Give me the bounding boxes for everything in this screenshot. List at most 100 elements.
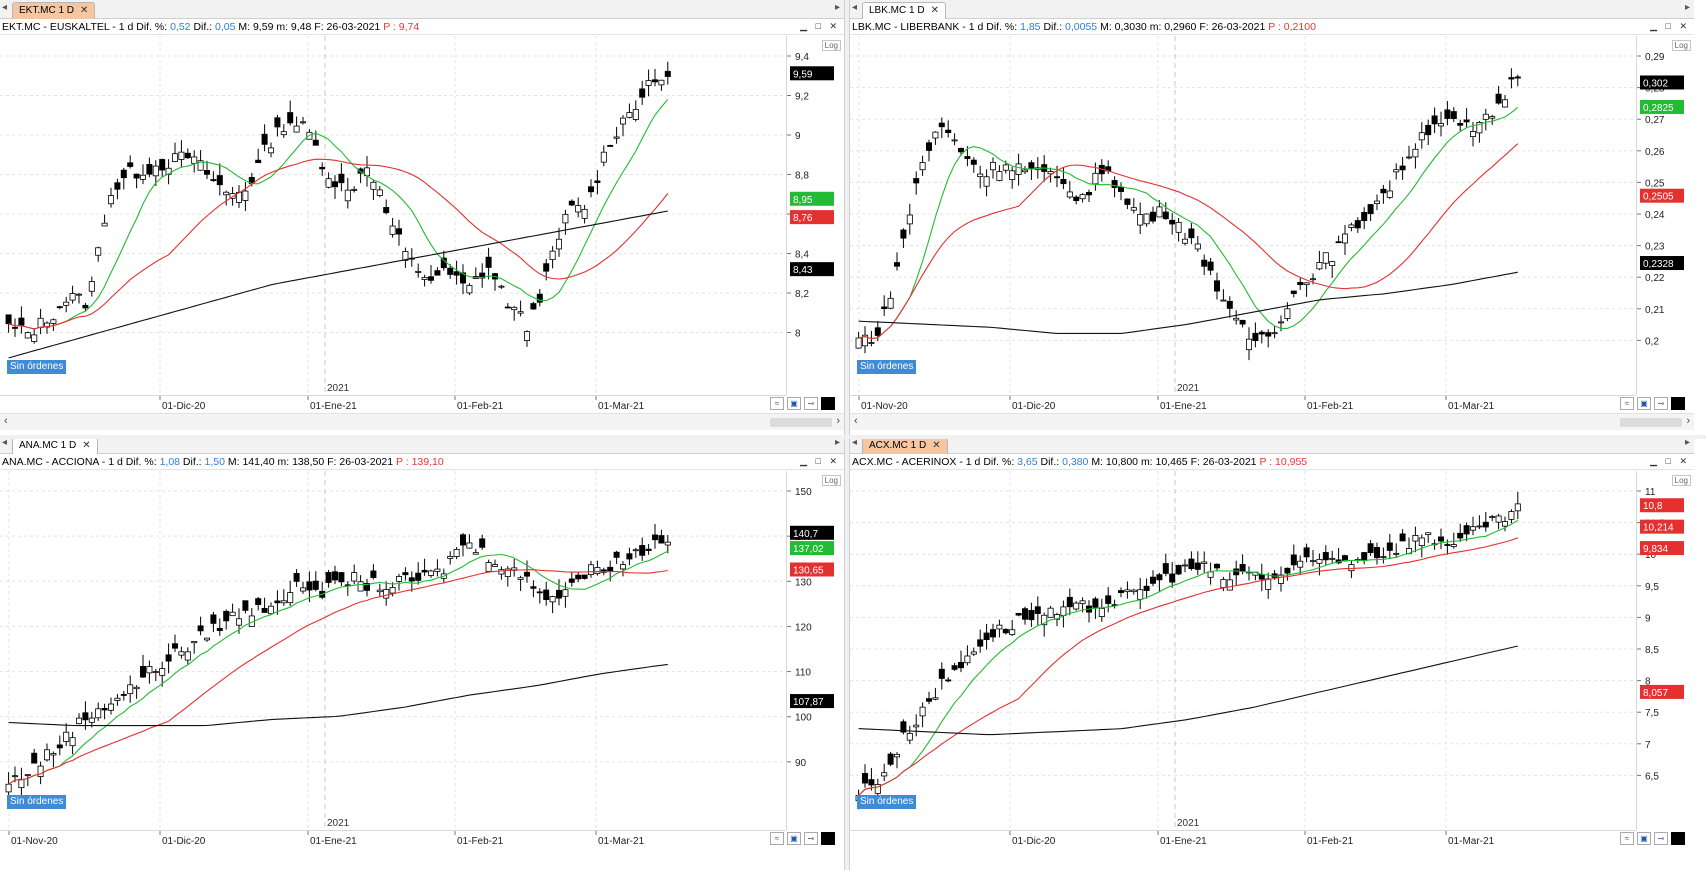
candle-bearish bbox=[1002, 628, 1009, 634]
tab-scroll-left-icon[interactable]: ◂ bbox=[852, 2, 858, 13]
price-scale[interactable]: 15014013012011010090140,7137,02130,65107… bbox=[786, 471, 844, 830]
candle-bearish bbox=[588, 186, 595, 193]
dif-label: Dif.: bbox=[1043, 21, 1063, 33]
candle-bearish bbox=[639, 88, 646, 98]
pin-icon[interactable]: ⊸ bbox=[1654, 397, 1668, 410]
fast-moving-average bbox=[8, 98, 669, 330]
window-controls-icon[interactable]: ▁ □ ✕ bbox=[800, 456, 840, 466]
tab-scroll-right-icon[interactable]: ▸ bbox=[1684, 2, 1690, 13]
candle-bearish bbox=[1290, 554, 1297, 566]
price-scale[interactable]: 9,49,298,88,68,48,289,598,958,768,43 Log bbox=[786, 36, 844, 395]
price-tag-box bbox=[1640, 99, 1684, 114]
slow-moving-average bbox=[858, 645, 1518, 736]
horizontal-scrollbar[interactable]: ‹ › bbox=[850, 413, 1694, 430]
price-plot[interactable]: 2021 bbox=[850, 36, 1636, 395]
pin-icon[interactable]: ⊸ bbox=[1654, 832, 1668, 845]
price-tag-label: 0,302 bbox=[1643, 78, 1668, 89]
dif-label: Dif.: bbox=[193, 21, 213, 33]
close-tab-icon[interactable]: ✕ bbox=[930, 5, 939, 16]
candle-bearish bbox=[1092, 598, 1099, 608]
candle-bullish bbox=[1277, 321, 1284, 324]
candle-bullish bbox=[1489, 116, 1496, 119]
candle-bearish bbox=[1258, 331, 1265, 335]
close-tab-icon[interactable]: ✕ bbox=[82, 440, 91, 451]
candle-bullish bbox=[229, 611, 236, 617]
tab-scroll-right-icon[interactable]: ▸ bbox=[1684, 437, 1690, 448]
candle-bullish bbox=[395, 576, 402, 582]
quote-date: F: 26-03-2021 bbox=[1199, 21, 1266, 33]
candle-bearish bbox=[1156, 574, 1163, 581]
chart-type-icon[interactable]: ≈ bbox=[770, 397, 784, 410]
save-icon[interactable]: ▣ bbox=[1637, 397, 1651, 410]
tab-ekt[interactable]: EKT.MC 1 D ✕ bbox=[12, 2, 96, 19]
candle-bearish bbox=[1354, 220, 1361, 229]
scroll-left-icon[interactable]: ‹ bbox=[4, 415, 8, 427]
tab-scroll-left-icon[interactable]: ◂ bbox=[2, 2, 8, 13]
candle-bearish bbox=[594, 180, 601, 183]
tab-ana[interactable]: ANA.MC 1 D ✕ bbox=[12, 437, 98, 454]
window-controls-icon[interactable]: ▁ □ ✕ bbox=[800, 21, 840, 31]
save-icon[interactable]: ▣ bbox=[1637, 832, 1651, 845]
candle-bullish bbox=[1489, 516, 1496, 518]
log-scale-button[interactable]: Log bbox=[821, 40, 841, 51]
tab-lbk[interactable]: LBK.MC 1 D ✕ bbox=[862, 2, 946, 19]
candle-bearish bbox=[159, 159, 166, 171]
scroll-left-icon[interactable]: ‹ bbox=[854, 415, 858, 427]
chart-type-icon[interactable]: ≈ bbox=[1620, 832, 1634, 845]
price-scale[interactable]: 0,290,280,270,260,250,240,230,220,210,20… bbox=[1636, 36, 1694, 395]
scroll-thumb[interactable] bbox=[770, 418, 832, 427]
candle-bullish bbox=[50, 319, 57, 324]
tab-scroll-left-icon[interactable]: ◂ bbox=[2, 437, 8, 448]
price-plot[interactable]: 2021 bbox=[0, 36, 786, 395]
candle-bullish bbox=[874, 784, 881, 794]
candle-bullish bbox=[504, 568, 511, 578]
log-scale-button[interactable]: Log bbox=[821, 475, 841, 486]
candle-bullish bbox=[152, 165, 159, 177]
candle-bullish bbox=[184, 651, 191, 661]
candle-bearish bbox=[1028, 610, 1035, 621]
pct-change: 0,52 bbox=[170, 21, 191, 33]
chart-tools: ≈ ▣ ⊸ bbox=[770, 397, 835, 410]
price-scale[interactable]: 1110,5109,598,587,576,510,810,2149,8348,… bbox=[1636, 471, 1694, 830]
tab-scroll-right-icon[interactable]: ▸ bbox=[834, 437, 840, 448]
candle-bullish bbox=[5, 783, 12, 793]
chart-type-icon[interactable]: ≈ bbox=[770, 832, 784, 845]
close-tab-icon[interactable]: ✕ bbox=[932, 440, 941, 451]
color-picker-icon[interactable] bbox=[1671, 832, 1685, 845]
window-controls-icon[interactable]: ▁ □ ✕ bbox=[1650, 21, 1690, 31]
price-plot[interactable]: 2021 bbox=[850, 471, 1636, 830]
pin-icon[interactable]: ⊸ bbox=[804, 397, 818, 410]
tab-acx[interactable]: ACX.MC 1 D ✕ bbox=[862, 437, 948, 454]
log-scale-button[interactable]: Log bbox=[1671, 475, 1691, 486]
candle-bearish bbox=[945, 679, 952, 682]
tab-scroll-left-icon[interactable]: ◂ bbox=[852, 437, 858, 448]
save-icon[interactable]: ▣ bbox=[787, 397, 801, 410]
tab-scroll-right-icon[interactable]: ▸ bbox=[834, 2, 840, 13]
chart-type-icon[interactable]: ≈ bbox=[1620, 397, 1634, 410]
candle-bearish bbox=[421, 569, 428, 573]
close-tab-icon[interactable]: ✕ bbox=[80, 5, 89, 16]
candle-bullish bbox=[906, 733, 913, 741]
horizontal-scrollbar[interactable]: ‹ › bbox=[0, 413, 844, 430]
candle-bearish bbox=[1239, 563, 1246, 572]
candle-bearish bbox=[938, 122, 945, 128]
candle-bearish bbox=[868, 779, 875, 786]
candle-bearish bbox=[575, 574, 582, 580]
price-plot[interactable]: 2021 bbox=[0, 471, 786, 830]
scroll-thumb[interactable] bbox=[1620, 418, 1682, 427]
save-icon[interactable]: ▣ bbox=[787, 832, 801, 845]
candle-bullish bbox=[1124, 589, 1131, 593]
color-picker-icon[interactable] bbox=[821, 832, 835, 845]
candle-bearish bbox=[1508, 77, 1515, 80]
pin-icon[interactable]: ⊸ bbox=[804, 832, 818, 845]
color-picker-icon[interactable] bbox=[1671, 397, 1685, 410]
candle-bearish bbox=[1105, 595, 1112, 604]
log-scale-button[interactable]: Log bbox=[1671, 40, 1691, 51]
candle-bullish bbox=[1502, 521, 1509, 527]
scroll-right-icon[interactable]: › bbox=[836, 415, 840, 427]
color-picker-icon[interactable] bbox=[821, 397, 835, 410]
horizontal-splitter[interactable] bbox=[0, 435, 1706, 439]
scroll-right-icon[interactable]: › bbox=[1686, 415, 1690, 427]
window-controls-icon[interactable]: ▁ □ ✕ bbox=[1650, 456, 1690, 466]
time-tick-label: 01-Dic-20 bbox=[1012, 836, 1056, 847]
